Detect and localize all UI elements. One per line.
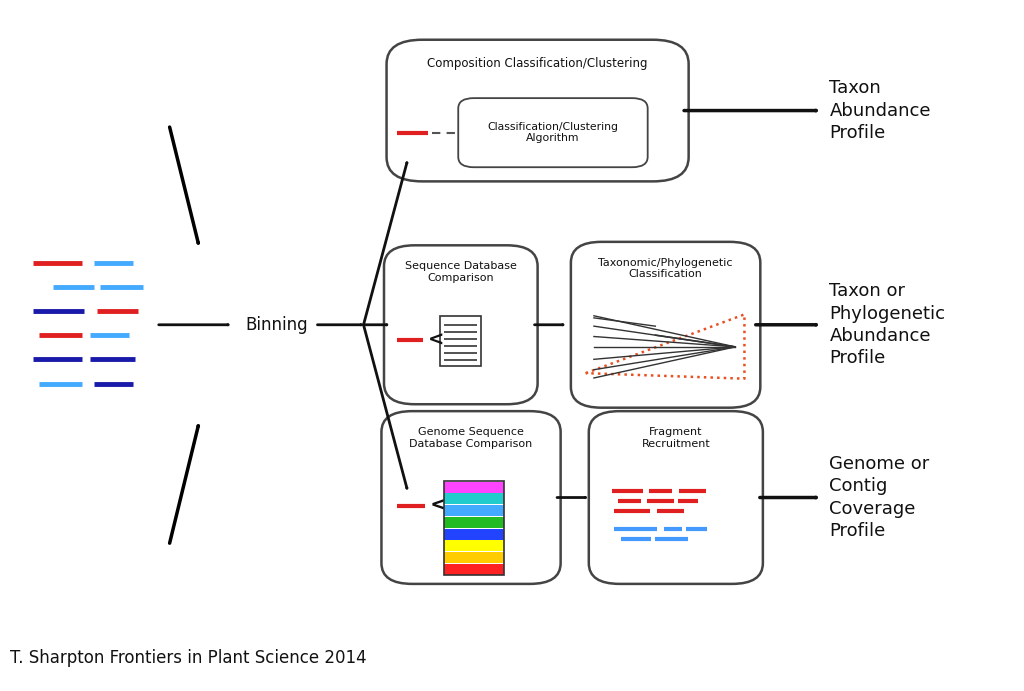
Bar bbox=[440, 316, 481, 366]
Text: Composition Classification/Clustering: Composition Classification/Clustering bbox=[427, 57, 648, 70]
Bar bbox=[444, 517, 504, 528]
FancyBboxPatch shape bbox=[387, 40, 689, 182]
FancyBboxPatch shape bbox=[459, 98, 648, 167]
Text: <: < bbox=[428, 330, 444, 350]
Bar bbox=[444, 564, 504, 575]
Text: T. Sharpton Frontiers in Plant Science 2014: T. Sharpton Frontiers in Plant Science 2… bbox=[10, 649, 367, 667]
Bar bbox=[444, 529, 504, 540]
Text: Genome Sequence
Database Comparison: Genome Sequence Database Comparison bbox=[410, 427, 532, 448]
Bar bbox=[444, 482, 504, 493]
Bar bbox=[444, 540, 504, 551]
Text: Taxon or
Phylogenetic
Abundance
Profile: Taxon or Phylogenetic Abundance Profile bbox=[829, 283, 945, 367]
Text: Taxonomic/Phylogenetic
Classification: Taxonomic/Phylogenetic Classification bbox=[598, 258, 733, 279]
FancyBboxPatch shape bbox=[571, 242, 760, 408]
FancyBboxPatch shape bbox=[589, 411, 763, 584]
Bar bbox=[444, 505, 504, 516]
Text: Taxon
Abundance
Profile: Taxon Abundance Profile bbox=[829, 79, 931, 142]
Bar bbox=[444, 493, 504, 504]
FancyBboxPatch shape bbox=[384, 245, 538, 404]
Text: Classification/Clustering
Algorithm: Classification/Clustering Algorithm bbox=[487, 122, 618, 144]
Text: Binning: Binning bbox=[245, 316, 308, 334]
Bar bbox=[444, 552, 504, 563]
Bar bbox=[444, 481, 504, 575]
Text: Genome or
Contig
Coverage
Profile: Genome or Contig Coverage Profile bbox=[829, 455, 930, 540]
Text: Sequence Database
Comparison: Sequence Database Comparison bbox=[404, 261, 517, 283]
Text: <: < bbox=[430, 496, 449, 515]
Text: Fragment
Recruitment: Fragment Recruitment bbox=[641, 427, 711, 448]
FancyBboxPatch shape bbox=[381, 411, 561, 584]
